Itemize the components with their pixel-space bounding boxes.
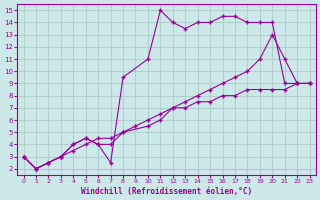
X-axis label: Windchill (Refroidissement éolien,°C): Windchill (Refroidissement éolien,°C) (81, 187, 252, 196)
